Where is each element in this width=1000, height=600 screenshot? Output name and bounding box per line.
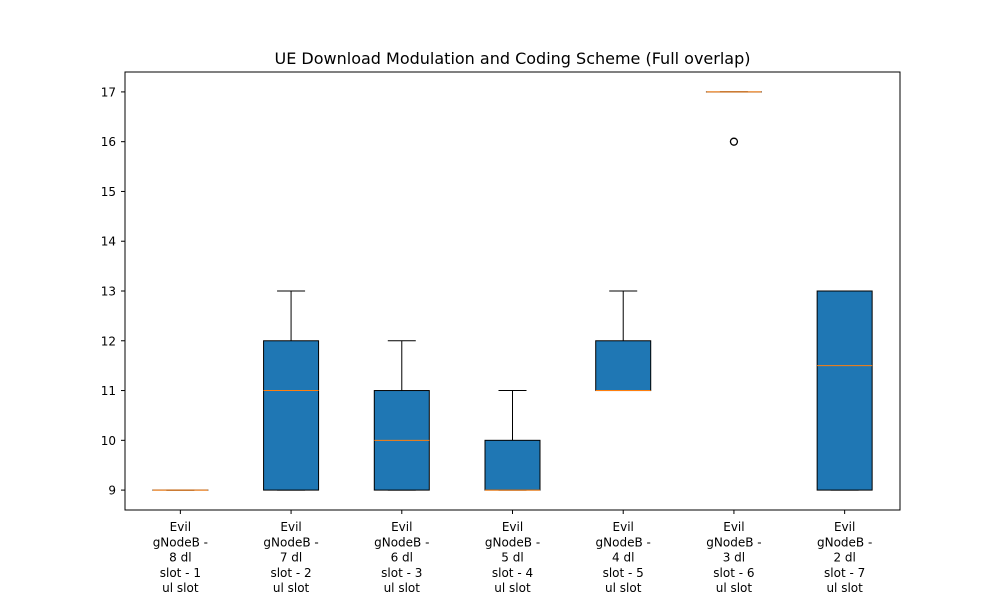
x-tick-label-line: Evil: [834, 520, 855, 534]
x-tick-label: Evil gNodeB - 7 dl slot - 2 ul slot: [263, 520, 318, 595]
box-group: [816, 290, 873, 491]
y-tick-label: 9: [108, 484, 116, 498]
x-tick-label-line: slot - 2: [270, 566, 311, 580]
x-tick-label-line: Evil: [502, 520, 523, 534]
x-tick-label-line: slot - 5: [603, 566, 644, 580]
x-tick-label-line: ul slot: [826, 581, 863, 595]
y-tick-label: 16: [101, 135, 116, 149]
x-tick-label-line: slot - 6: [713, 566, 754, 580]
x-tick-label-line: gNodeB -: [263, 535, 318, 549]
x-tick-label-line: ul slot: [384, 581, 421, 595]
x-tick-label-line: 7 dl: [280, 551, 302, 565]
x-tick-label-line: 2 dl: [833, 551, 855, 565]
box-group: [595, 290, 652, 392]
axes-frame: [124, 71, 901, 511]
iqr-box: [263, 340, 320, 491]
y-tick-label: 17: [101, 85, 116, 99]
x-tick-label-line: gNodeB -: [817, 535, 872, 549]
box-group: [373, 340, 430, 491]
x-tick-label-line: ul slot: [273, 581, 310, 595]
x-tick-label-line: gNodeB -: [485, 535, 540, 549]
x-tick-label: Evil gNodeB - 5 dl slot - 4 ul slot: [485, 520, 540, 595]
iqr-box: [595, 340, 652, 392]
x-tick-label-line: 8 dl: [169, 551, 191, 565]
x-tick-label-line: 6 dl: [391, 551, 413, 565]
x-tick-label-line: slot - 7: [824, 566, 865, 580]
x-tick-label-line: gNodeB -: [374, 535, 429, 549]
y-tick-label: 13: [101, 285, 116, 299]
x-tick-label-line: 4 dl: [612, 551, 634, 565]
x-tick-label: Evil gNodeB - 3 dl slot - 6 ul slot: [706, 520, 761, 595]
box-group: [705, 91, 762, 146]
x-tick-label: Evil gNodeB - 6 dl slot - 3 ul slot: [374, 520, 429, 595]
x-tick-label-line: ul slot: [605, 581, 642, 595]
x-tick-label-line: ul slot: [162, 581, 199, 595]
iqr-box: [816, 290, 873, 491]
x-tick-label-line: gNodeB -: [706, 535, 761, 549]
x-tick-label-line: gNodeB -: [153, 535, 208, 549]
x-tick-label-line: Evil: [280, 520, 301, 534]
x-tick-label-line: Evil: [170, 520, 191, 534]
box-group: [263, 290, 320, 491]
box-group: [484, 390, 541, 491]
y-tick-label: 14: [101, 235, 116, 249]
x-tick-label-line: ul slot: [716, 581, 753, 595]
x-tick-label-line: slot - 4: [492, 566, 533, 580]
x-tick-label-line: 3 dl: [723, 551, 745, 565]
y-tick-label: 12: [101, 334, 116, 348]
y-tick-label: 10: [101, 434, 116, 448]
plot-area: [152, 91, 873, 491]
x-tick-label-line: Evil: [613, 520, 634, 534]
y-axis: 9 10 11 12 13 14 15 16 17: [101, 85, 125, 498]
x-tick-label-line: gNodeB -: [596, 535, 651, 549]
x-tick-label-line: Evil: [723, 520, 744, 534]
y-tick-label: 15: [101, 185, 116, 199]
x-tick-label: Evil gNodeB - 8 dl slot - 1 ul slot: [153, 520, 208, 595]
x-tick-label-line: Evil: [391, 520, 412, 534]
iqr-box: [484, 439, 541, 491]
chart-title: UE Download Modulation and Coding Scheme…: [275, 49, 751, 68]
outlier-point: [729, 137, 739, 146]
x-tick-label-line: 5 dl: [501, 551, 523, 565]
x-tick-label-line: slot - 1: [160, 566, 201, 580]
x-tick-label: Evil gNodeB - 4 dl slot - 5 ul slot: [596, 520, 651, 595]
x-tick-label-line: ul slot: [494, 581, 531, 595]
x-tick-label: Evil gNodeB - 2 dl slot - 7 ul slot: [817, 520, 872, 595]
x-tick-label-line: slot - 3: [381, 566, 422, 580]
y-tick-label: 11: [101, 384, 116, 398]
